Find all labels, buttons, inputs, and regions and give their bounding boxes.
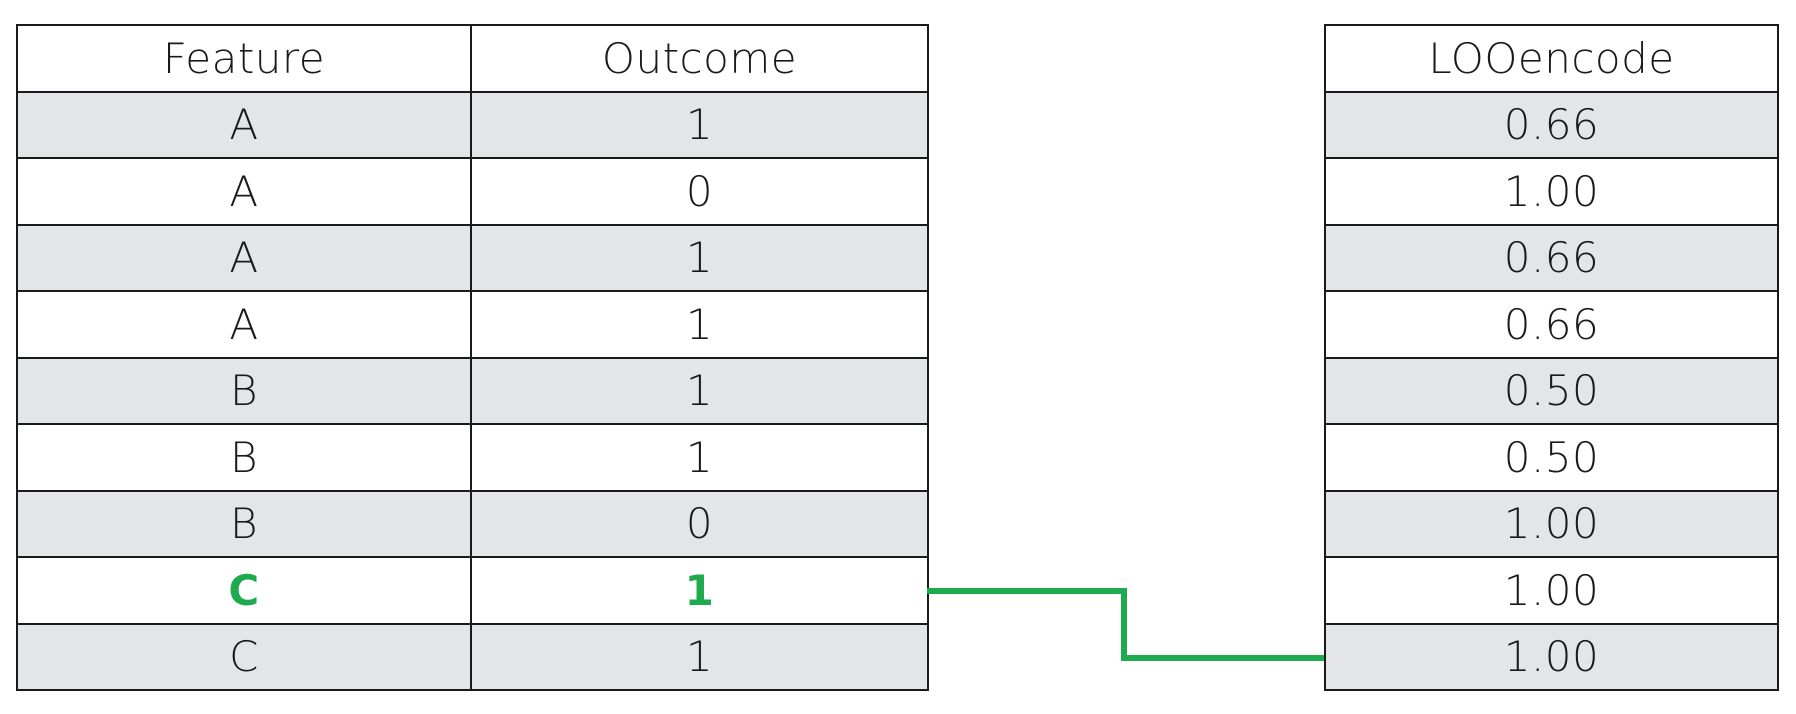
table-row: 0.50 [1324, 423, 1779, 492]
encode-cell: 0.50 [1324, 423, 1779, 492]
table-row: 0.66 [1324, 223, 1779, 292]
table-row: 1.00 [1324, 489, 1779, 558]
header-feature: Feature [16, 24, 472, 93]
encode-cell: 0.66 [1324, 290, 1779, 359]
encode-cell: 1.00 [1324, 157, 1779, 226]
feature-outcome-table: Feature Outcome A 1 A 0 A 1 A 1 B 1 B 1 [16, 24, 929, 691]
table-row: B 1 [16, 423, 929, 492]
table-row: A 0 [16, 157, 929, 226]
encode-cell: 0.66 [1324, 90, 1779, 159]
outcome-cell: 1 [470, 223, 929, 292]
encode-cell: 1.00 [1324, 556, 1779, 625]
table-row: A 1 [16, 290, 929, 359]
feature-cell: A [16, 90, 472, 159]
feature-cell: B [16, 489, 472, 558]
table-row: B 1 [16, 356, 929, 425]
table-row: B 0 [16, 489, 929, 558]
header-outcome: Outcome [470, 24, 929, 93]
outcome-cell: 1 [470, 290, 929, 359]
outcome-cell: 1 [470, 423, 929, 492]
outcome-cell: 1 [470, 622, 929, 691]
encode-cell: 0.50 [1324, 356, 1779, 425]
outcome-cell: 1 [470, 356, 929, 425]
feature-cell: B [16, 356, 472, 425]
table-row: A 1 [16, 223, 929, 292]
feature-cell: A [16, 290, 472, 359]
outcome-cell: 0 [470, 489, 929, 558]
encode-cell: 0.66 [1324, 223, 1779, 292]
table-row: A 1 [16, 90, 929, 159]
table-row: 1.00 [1324, 157, 1779, 226]
feature-cell: A [16, 157, 472, 226]
table-header-row: LOOencode [1324, 24, 1779, 93]
encode-cell: 1.00 [1324, 489, 1779, 558]
feature-cell: B [16, 423, 472, 492]
table-row: 1.00 [1324, 622, 1779, 691]
table-row: C 1 [16, 622, 929, 691]
table-row: 0.66 [1324, 90, 1779, 159]
outcome-cell: 1 [470, 90, 929, 159]
step-connector [927, 588, 1324, 661]
table-row: 0.66 [1324, 290, 1779, 359]
table-header-row: Feature Outcome [16, 24, 929, 93]
table-row: 1.00 [1324, 556, 1779, 625]
loo-encode-table: LOOencode 0.66 1.00 0.66 0.66 0.50 0.50 … [1324, 24, 1779, 691]
highlighted-row: C 1 [16, 556, 929, 625]
feature-cell: C [16, 622, 472, 691]
highlighted-feature-cell: C [16, 556, 472, 625]
header-looencode: LOOencode [1324, 24, 1779, 93]
table-row: 0.50 [1324, 356, 1779, 425]
encode-cell: 1.00 [1324, 622, 1779, 691]
highlighted-outcome-cell: 1 [470, 556, 929, 625]
feature-cell: A [16, 223, 472, 292]
outcome-cell: 0 [470, 157, 929, 226]
